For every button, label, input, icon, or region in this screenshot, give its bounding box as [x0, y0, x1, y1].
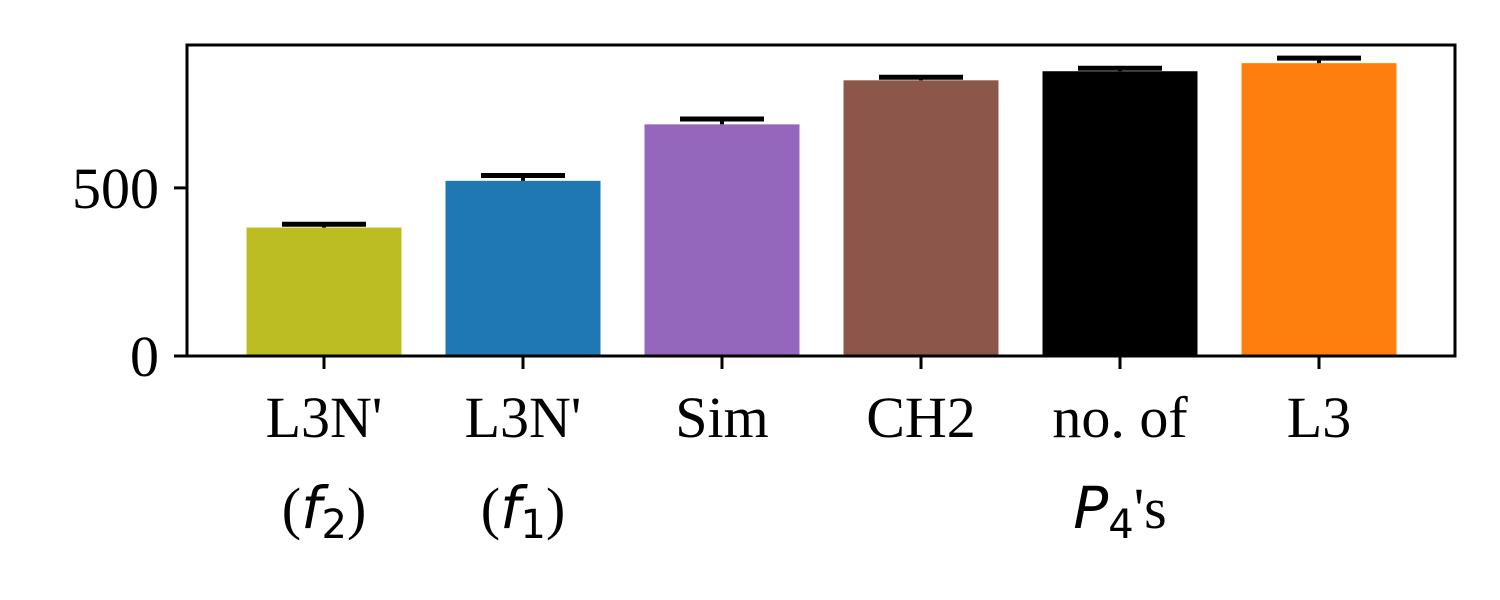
y-axis: 0 500	[72, 156, 187, 389]
bar	[246, 227, 402, 356]
x-tick-label: L3N'	[465, 385, 582, 450]
bar	[843, 80, 999, 356]
bars-layer	[246, 63, 1397, 357]
plot-frame	[185, 43, 1457, 358]
bar	[1042, 71, 1198, 357]
x-tick-label: L3	[1287, 385, 1351, 450]
bar	[644, 124, 800, 356]
x-tick-label-line2: P4's	[1073, 474, 1166, 548]
y-tick-label: 500	[72, 156, 159, 221]
x-tick-label: CH2	[866, 385, 976, 450]
bar	[1241, 63, 1397, 357]
x-tick-label-line2: (f1)	[481, 474, 566, 548]
x-tick-label: no. of	[1052, 385, 1188, 450]
y-tick-label: 0	[130, 324, 159, 389]
x-tick-label: Sim	[675, 385, 769, 450]
x-axis: L3N' (f2) L3N' (f1) Sim CH2 no. of P4's L3	[266, 356, 1351, 548]
x-tick-label-line2: (f2)	[282, 474, 367, 548]
x-tick-label: L3N'	[266, 385, 383, 450]
bar	[445, 180, 601, 356]
error-bars-layer	[282, 55, 1361, 228]
